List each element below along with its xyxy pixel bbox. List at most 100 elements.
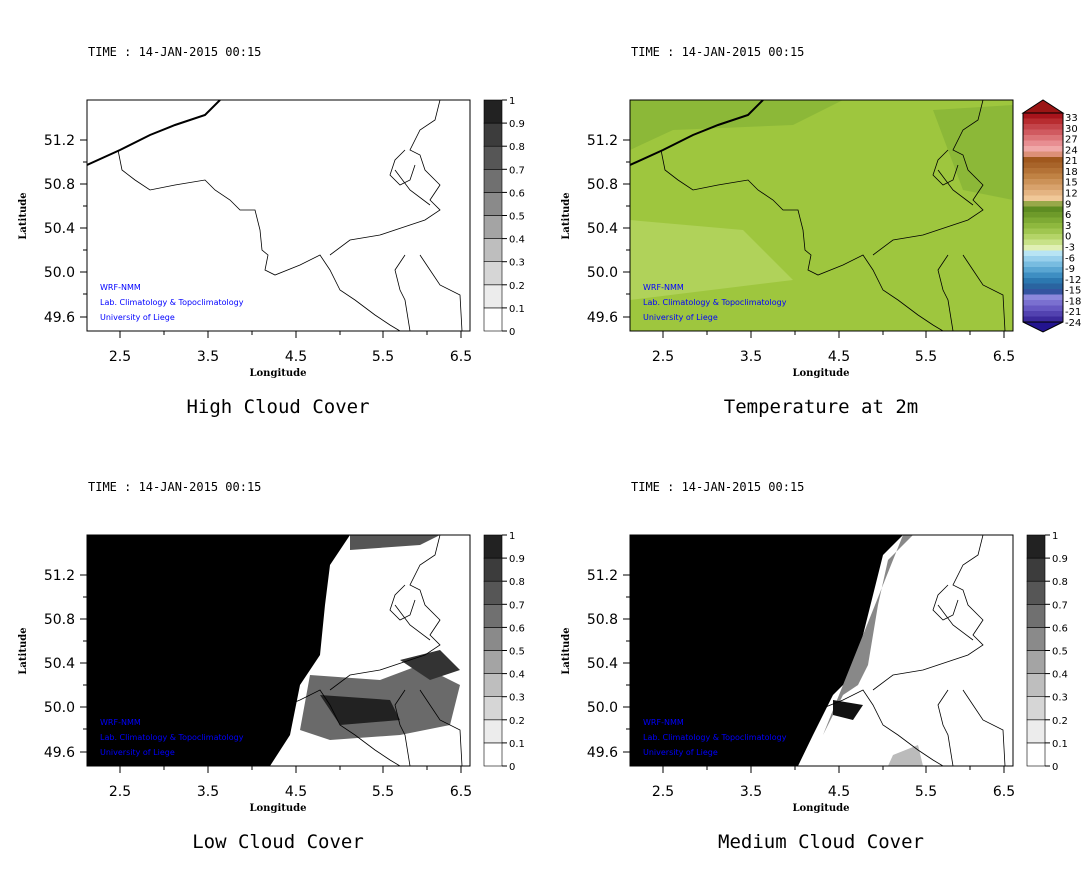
panel-title: Temperature at 2m (724, 396, 918, 418)
colorbar-label: 0.2 (1052, 716, 1068, 727)
colorbar-label: 0.5 (1052, 647, 1068, 658)
y-tick-label: 50.0 (587, 700, 618, 716)
x-tick-label: 3.5 (197, 784, 219, 800)
colorbar-band (483, 261, 503, 286)
coastline (630, 100, 764, 166)
cloud-fill (833, 700, 863, 720)
colorbar-band (1023, 157, 1063, 163)
colorbar-label: 0.1 (1052, 739, 1068, 750)
cloud-fill (400, 650, 460, 680)
panel-title: High Cloud Cover (186, 396, 369, 418)
colorbar-band (1023, 113, 1063, 119)
colorbar-band (1023, 283, 1063, 289)
colorbar-band (1023, 278, 1063, 284)
colorbar-label: -9 (1065, 264, 1075, 275)
colorbar-band (483, 238, 503, 263)
colorbar-band (483, 215, 503, 239)
colorbar-min-arrow (1022, 321, 1064, 333)
colorbar-label: 15 (1065, 178, 1078, 189)
colorbar: 0 0.1 0.2 0.3 0.4 0.5 0.6 0.7 0.8 0.9 1 (483, 531, 525, 773)
time-label: TIME : 14-JAN-2015 00:15 (88, 480, 261, 494)
colorbar-band (1023, 168, 1063, 174)
colorbar-band (1023, 256, 1063, 262)
colorbar-band (1023, 201, 1063, 207)
colorbar-band (1023, 146, 1063, 152)
coastline (87, 100, 221, 166)
colorbar-label: -3 (1065, 242, 1075, 253)
colorbar-band (483, 169, 503, 193)
colorbar-band (483, 534, 503, 559)
colorbar-label: 0 (1065, 232, 1071, 243)
colorbar-band (483, 580, 503, 605)
colorbar-label: 18 (1065, 167, 1078, 178)
cloud-fill (888, 745, 923, 766)
x-tick-label: 2.5 (652, 349, 674, 365)
temperature-patch (630, 100, 843, 150)
colorbar-label: -18 (1065, 296, 1081, 307)
colorbar-label: 0.3 (509, 258, 525, 269)
colorbar-label: 0.8 (509, 142, 525, 153)
colorbar-band (1023, 118, 1063, 124)
colorbar-band (1023, 212, 1063, 218)
y-axis-label: Latitude (561, 192, 572, 239)
colorbar-band (1026, 627, 1046, 651)
field-layer (87, 100, 463, 331)
credit-line: WRF-NMM (643, 283, 684, 292)
colorbar-band (1023, 261, 1063, 267)
plot-frame (629, 99, 1014, 332)
colorbar-label: 0.7 (509, 600, 525, 611)
colorbar-band (1023, 190, 1063, 196)
x-tick-label: 5.5 (915, 349, 937, 365)
colorbar-band (483, 604, 503, 628)
country-borders (660, 100, 1006, 331)
y-tick-label: 50.4 (44, 656, 75, 672)
colorbar-label: 0.4 (1052, 670, 1068, 681)
colorbar-band (483, 719, 503, 744)
colorbar-band (1023, 162, 1063, 168)
x-tick-label: 3.5 (740, 349, 762, 365)
colorbar-label: 24 (1065, 145, 1078, 156)
x-tick-label: 4.5 (285, 349, 307, 365)
country-borders (660, 535, 1006, 766)
credit-line: University of Liege (643, 748, 718, 757)
colorbar-band (1023, 151, 1063, 157)
time-label: TIME : 14-JAN-2015 00:15 (631, 480, 804, 494)
colorbar-label: 0 (509, 762, 515, 773)
cloud-fill (87, 535, 350, 766)
x-tick-label: 4.5 (828, 349, 850, 365)
cloud-fill (320, 695, 400, 725)
temperature-patch (630, 220, 793, 300)
colorbar-label: 0.9 (1052, 554, 1068, 565)
colorbar-label: 0.2 (509, 281, 525, 292)
colorbar-band (483, 557, 503, 582)
colorbar-label: 0 (1052, 762, 1058, 773)
y-tick-label: 50.4 (587, 221, 618, 237)
colorbar-band (483, 742, 503, 767)
colorbar-label: 9 (1065, 199, 1071, 210)
colorbar-band (1026, 673, 1046, 698)
colorbar-label: 0.9 (509, 119, 525, 130)
colorbar-label: 30 (1065, 124, 1078, 135)
field-layer (87, 535, 463, 766)
colorbar-label: 0.2 (509, 716, 525, 727)
x-tick-label: 6.5 (993, 349, 1015, 365)
credit-line: Lab. Climatology & Topoclimatology (643, 733, 787, 742)
colorbar-label: 0.6 (1052, 623, 1068, 634)
colorbar-label: 0.5 (509, 647, 525, 658)
y-axis-label: Latitude (18, 192, 29, 239)
field-layer (630, 535, 1006, 766)
colorbar-band (483, 307, 503, 332)
colorbar-band (1023, 223, 1063, 229)
y-tick-label: 49.6 (587, 745, 618, 761)
colorbar-band (1026, 604, 1046, 628)
colorbar-band (1026, 580, 1046, 605)
colorbar-label: 0.6 (509, 623, 525, 634)
colorbar-band (1023, 311, 1063, 317)
y-tick-label: 50.8 (587, 177, 618, 193)
colorbar-band (1023, 195, 1063, 201)
colorbar-frame (1022, 112, 1064, 323)
panel-high-cloud-cover: TIME : 14-JAN-2015 00:15 2.5 3.5 4.5 5.5 6.5 5… (0, 0, 543, 435)
y-tick-label: 49.6 (587, 310, 618, 326)
x-tick-label: 3.5 (197, 349, 219, 365)
credit-line: Lab. Climatology & Topoclimatology (643, 298, 787, 307)
